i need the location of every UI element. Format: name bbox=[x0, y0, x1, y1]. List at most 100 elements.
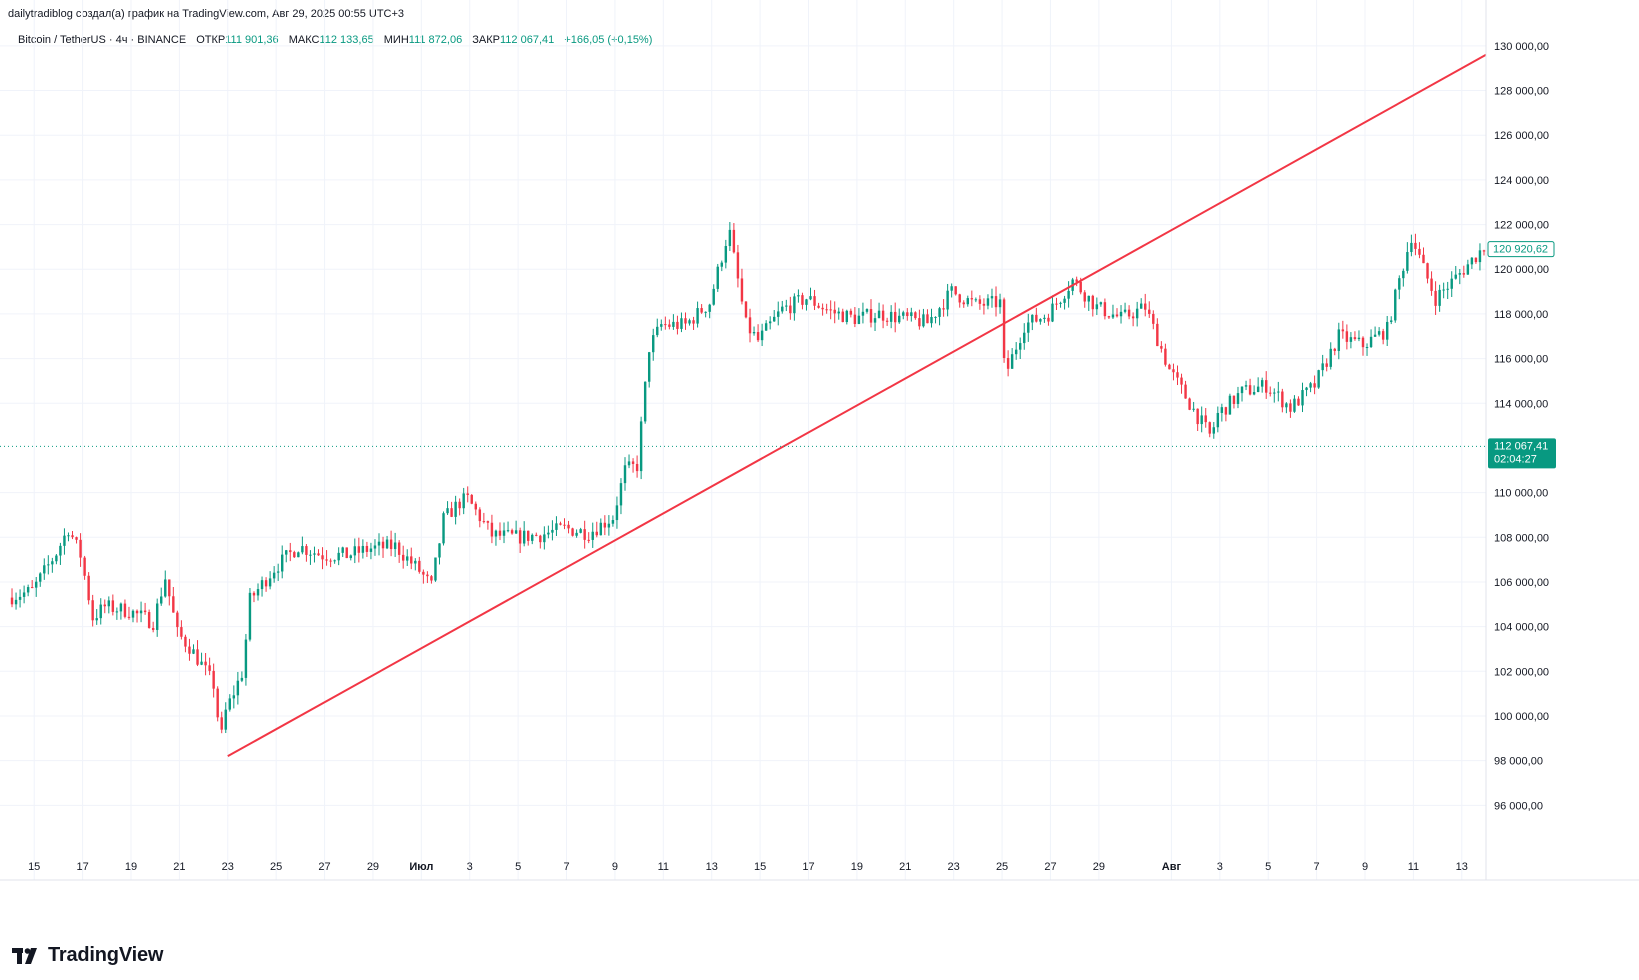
candle-body bbox=[321, 555, 324, 560]
candle-body bbox=[381, 541, 385, 549]
time-axis[interactable]: 15 17 19 21 23 25 27 29 Июл 3 5 7 9 11 13 15 17 19 21 23 25 2… bbox=[0, 861, 1639, 881]
price-axis[interactable]: 96 000,00 98 000,00 100 000,00 102 000,00 10… bbox=[1485, 0, 1556, 880]
candle-body bbox=[1373, 334, 1377, 337]
price-chart[interactable]: 96 000,00 98 000,00 100 000,00 102 000,00 10… bbox=[0, 0, 1639, 940]
candle bbox=[180, 620, 183, 640]
candle-body bbox=[1337, 329, 1341, 351]
candle-body bbox=[1281, 391, 1284, 408]
trend-line[interactable] bbox=[227, 53, 1487, 758]
candle-body bbox=[506, 530, 510, 532]
candle bbox=[990, 288, 994, 308]
candle-body bbox=[418, 560, 421, 572]
candle-body bbox=[276, 571, 280, 573]
candle bbox=[599, 518, 603, 536]
candle bbox=[1014, 342, 1018, 360]
candle bbox=[603, 515, 607, 536]
candle-body bbox=[220, 717, 223, 730]
candle-body bbox=[1454, 274, 1457, 279]
legend-open-value: 111 901,36 bbox=[225, 34, 279, 46]
candle-body bbox=[664, 324, 667, 326]
legend-low-label: МИН bbox=[383, 34, 409, 46]
candle bbox=[1353, 331, 1357, 341]
candle bbox=[268, 571, 272, 590]
x-tick-label: 7 bbox=[563, 861, 569, 873]
candle bbox=[103, 599, 106, 614]
candle bbox=[244, 633, 248, 686]
candle bbox=[881, 304, 885, 329]
candle bbox=[563, 518, 566, 530]
candle bbox=[123, 599, 127, 619]
candle bbox=[1019, 337, 1022, 359]
candle-body bbox=[1091, 295, 1095, 310]
candle-body bbox=[1135, 308, 1139, 319]
candle-body bbox=[1010, 354, 1014, 369]
candle-body bbox=[1462, 273, 1466, 275]
candle-body bbox=[1035, 314, 1038, 322]
candle-body bbox=[1260, 380, 1264, 387]
candle-body bbox=[482, 521, 486, 523]
candle-body bbox=[1329, 348, 1332, 367]
candle-body bbox=[591, 531, 594, 540]
candle bbox=[1317, 369, 1320, 389]
candle-body bbox=[446, 508, 449, 514]
candle bbox=[833, 301, 836, 324]
candle-body bbox=[1087, 295, 1090, 302]
candle-body bbox=[264, 580, 268, 587]
candle bbox=[639, 416, 643, 480]
candle-body bbox=[1309, 383, 1312, 388]
candle bbox=[825, 303, 828, 314]
y-tick-label: 108 000,00 bbox=[1494, 532, 1549, 544]
candle-body bbox=[567, 524, 570, 529]
candle-body bbox=[1265, 380, 1268, 393]
candle-body bbox=[1434, 290, 1437, 306]
candle-body bbox=[789, 305, 792, 314]
tradingview-logo[interactable]: TradingView bbox=[12, 944, 163, 967]
candle bbox=[1103, 298, 1107, 320]
candle-body bbox=[192, 649, 195, 654]
candle bbox=[1232, 395, 1236, 409]
candle bbox=[486, 520, 490, 530]
candle-body bbox=[244, 639, 248, 678]
candle-body bbox=[30, 587, 34, 589]
candle bbox=[422, 569, 425, 584]
candle-body bbox=[728, 229, 732, 247]
candle bbox=[773, 310, 776, 322]
candle bbox=[978, 295, 982, 310]
candle-body bbox=[1006, 358, 1010, 369]
candle-body bbox=[313, 553, 316, 555]
candle bbox=[309, 550, 312, 565]
candle-body bbox=[301, 546, 304, 553]
y-tick-label: 106 000,00 bbox=[1494, 577, 1549, 589]
candle-body bbox=[861, 311, 865, 316]
candle bbox=[760, 323, 764, 347]
candle-body bbox=[478, 509, 482, 522]
candle-body bbox=[1390, 320, 1393, 322]
x-tick-label: 19 bbox=[125, 861, 137, 873]
candle-body bbox=[337, 552, 340, 561]
candle-body bbox=[514, 530, 518, 534]
candle bbox=[256, 583, 260, 601]
candle-body bbox=[1232, 395, 1236, 404]
candle bbox=[313, 546, 316, 563]
candle bbox=[591, 522, 594, 548]
candle-body bbox=[147, 612, 151, 628]
candle bbox=[1248, 378, 1252, 396]
legend-symbol[interactable]: Bitcoin / TetherUS · 4ч · BINANCE bbox=[18, 34, 187, 46]
candle-body bbox=[1410, 242, 1413, 253]
candle-body bbox=[958, 294, 961, 303]
candle-body bbox=[934, 316, 937, 318]
x-tick-label: 29 bbox=[1093, 861, 1105, 873]
candle bbox=[865, 308, 869, 314]
candle-body bbox=[1063, 298, 1066, 303]
candle-body bbox=[1156, 323, 1159, 347]
candle-body bbox=[708, 304, 711, 312]
candle bbox=[341, 546, 344, 558]
candle bbox=[1115, 308, 1119, 318]
candle-body bbox=[966, 298, 969, 305]
candle-body bbox=[760, 330, 764, 341]
candle bbox=[438, 543, 441, 565]
candle bbox=[732, 223, 736, 254]
candle-body bbox=[902, 312, 905, 316]
candle-body bbox=[325, 559, 328, 561]
candle bbox=[914, 311, 917, 320]
